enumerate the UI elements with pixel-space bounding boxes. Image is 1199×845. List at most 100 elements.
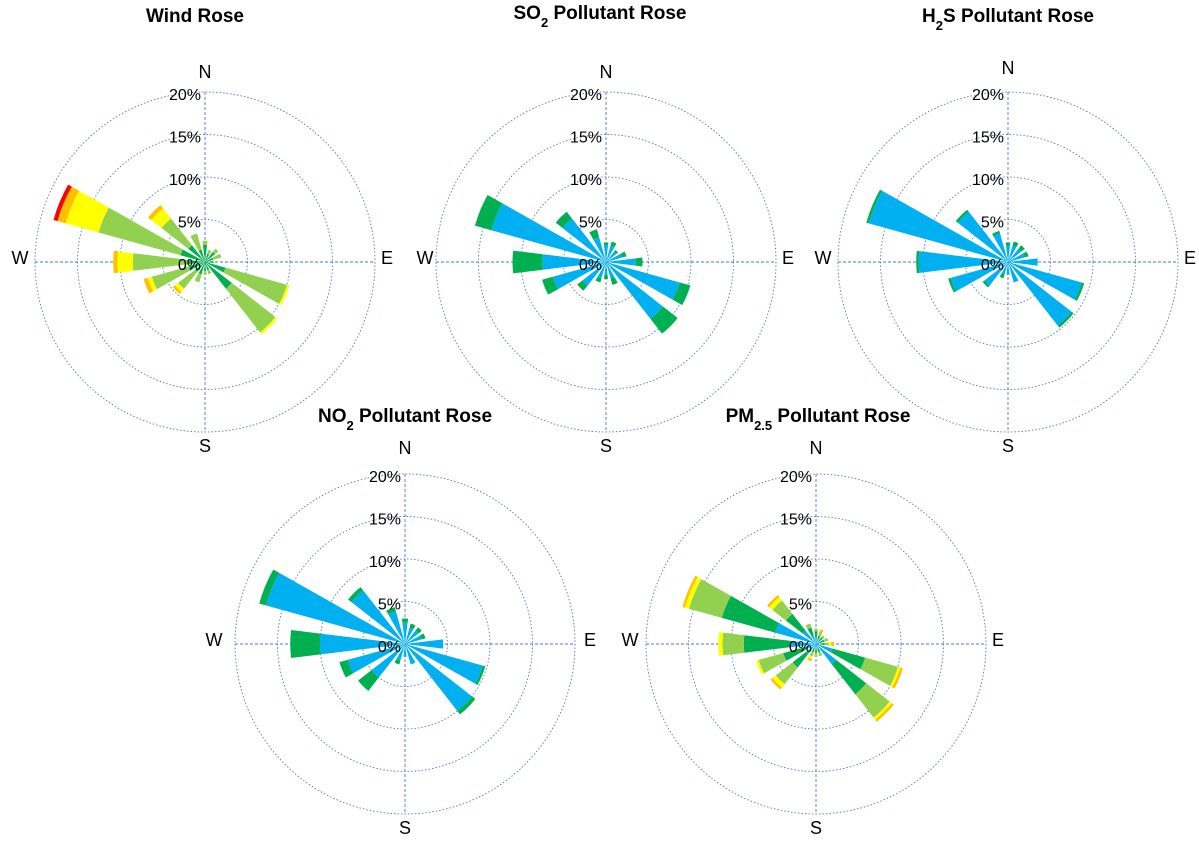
rose-wedge bbox=[993, 233, 1008, 262]
rose-wedge bbox=[203, 262, 207, 271]
rose-wedge bbox=[875, 703, 894, 722]
rose-wedge bbox=[1008, 262, 1082, 300]
rose-wedge bbox=[542, 254, 606, 270]
rose-wedge bbox=[650, 306, 678, 334]
rose-wedge bbox=[606, 262, 680, 300]
rose-wedge bbox=[117, 251, 134, 273]
rose-wedge bbox=[775, 662, 798, 685]
radial-tick-label: 15% bbox=[169, 130, 201, 147]
rose-wedge bbox=[866, 189, 883, 224]
radial-tick-label: 10% bbox=[169, 172, 201, 189]
rose-wedge bbox=[807, 627, 814, 637]
rose-wedge bbox=[174, 282, 185, 293]
rose-wedge bbox=[684, 577, 702, 609]
rose-wedge bbox=[814, 631, 818, 640]
rose-wedge bbox=[388, 611, 405, 644]
rose-wedge bbox=[792, 651, 809, 668]
rose-wedge bbox=[682, 575, 698, 608]
radial-tick-label: 10% bbox=[780, 554, 812, 571]
rose-wedge bbox=[950, 262, 1008, 292]
rose-wedge bbox=[151, 208, 171, 228]
rose-wedge bbox=[577, 280, 588, 291]
radial-tick-label: 0% bbox=[378, 639, 401, 656]
rose-wedge bbox=[620, 251, 627, 258]
rose-wedge bbox=[772, 675, 785, 688]
radial-tick-label: 0% bbox=[789, 639, 812, 656]
rose-wedge bbox=[855, 683, 890, 718]
radial-tick-label: 20% bbox=[169, 87, 201, 104]
rose-wedge bbox=[405, 644, 416, 665]
rose-wedge bbox=[582, 262, 606, 286]
rose-wedge bbox=[339, 659, 354, 678]
rose-wedge bbox=[805, 644, 816, 655]
rose-wedge bbox=[205, 257, 214, 262]
cardinal-e: E bbox=[381, 248, 393, 268]
rose-chart-1: Wind Rose 0% 5% 10% 15% 20% N E S W bbox=[12, 6, 394, 456]
rose-wedge bbox=[552, 262, 606, 290]
rose-wedge bbox=[1005, 245, 1011, 262]
rose-wedge bbox=[606, 245, 615, 262]
rose-wedge bbox=[604, 262, 608, 275]
rose-wedge bbox=[823, 637, 829, 642]
rose-wedge bbox=[419, 633, 426, 640]
rose-chart-3: H2S Pollutant Rose 0% 5% 10% 15% 20% N E S W bbox=[815, 6, 1197, 456]
grid-ring bbox=[34, 91, 376, 433]
rose-wedge bbox=[807, 644, 816, 649]
grid-ring bbox=[435, 91, 777, 433]
rose-wedge bbox=[143, 277, 154, 294]
radial-tick-label: 5% bbox=[981, 215, 1004, 232]
rose-wedge bbox=[205, 253, 210, 262]
rose-wedge bbox=[889, 666, 901, 688]
rose-wedge bbox=[830, 648, 866, 670]
rose-wedge bbox=[603, 274, 609, 279]
rose-wedge bbox=[811, 647, 815, 653]
rose-wedge bbox=[1022, 251, 1029, 258]
cardinal-s: S bbox=[810, 818, 822, 838]
rose-wedge bbox=[816, 644, 837, 665]
rose-wedge bbox=[1008, 262, 1019, 283]
cardinal-n: N bbox=[600, 62, 613, 82]
rose-wedge bbox=[402, 622, 408, 644]
rose-wedge bbox=[347, 644, 405, 674]
rose-wedge bbox=[802, 630, 816, 644]
rose-wedge bbox=[1018, 245, 1025, 252]
rose-wedge bbox=[955, 209, 969, 223]
rose-wedge bbox=[817, 647, 821, 653]
rose-wedge bbox=[202, 245, 208, 262]
rose-wedge bbox=[1005, 242, 1011, 246]
cardinal-n: N bbox=[810, 438, 823, 458]
rose-wedge bbox=[821, 635, 825, 639]
cardinal-e: E bbox=[584, 630, 596, 650]
rose-wedge bbox=[603, 245, 609, 262]
rose-wedge bbox=[259, 316, 278, 335]
rose-wedge bbox=[831, 659, 867, 695]
rose-wedge bbox=[278, 284, 290, 306]
rose-wedge bbox=[613, 249, 619, 255]
cardinal-w: W bbox=[815, 248, 832, 268]
rose-wedge bbox=[161, 218, 192, 249]
rose-wedge bbox=[405, 644, 483, 684]
rose-wedge bbox=[816, 644, 819, 649]
cardinal-s: S bbox=[199, 436, 211, 456]
rose-wedge bbox=[1008, 258, 1038, 266]
rose-wedge bbox=[606, 253, 623, 262]
rose-wedge bbox=[132, 253, 189, 271]
rose-wedge bbox=[401, 618, 409, 623]
cardinal-s: S bbox=[600, 436, 612, 456]
rose-wedge bbox=[57, 186, 80, 224]
rose-wedge bbox=[207, 269, 212, 275]
cardinal-n: N bbox=[199, 62, 212, 82]
rose-wedge bbox=[606, 258, 636, 266]
rose-wedge bbox=[1008, 253, 1025, 262]
rose-wedge bbox=[194, 273, 202, 283]
rose-wedge bbox=[205, 260, 214, 264]
cardinal-e: E bbox=[992, 630, 1004, 650]
cardinal-s: S bbox=[1002, 436, 1014, 456]
radial-tick-label: 15% bbox=[369, 512, 401, 529]
rose-wedge bbox=[178, 269, 198, 289]
rose-wedge bbox=[319, 633, 405, 655]
rose-wedge bbox=[212, 253, 222, 260]
rose-wedge bbox=[767, 595, 780, 608]
rose-wedge bbox=[818, 631, 823, 637]
rose-wedge bbox=[809, 651, 814, 657]
